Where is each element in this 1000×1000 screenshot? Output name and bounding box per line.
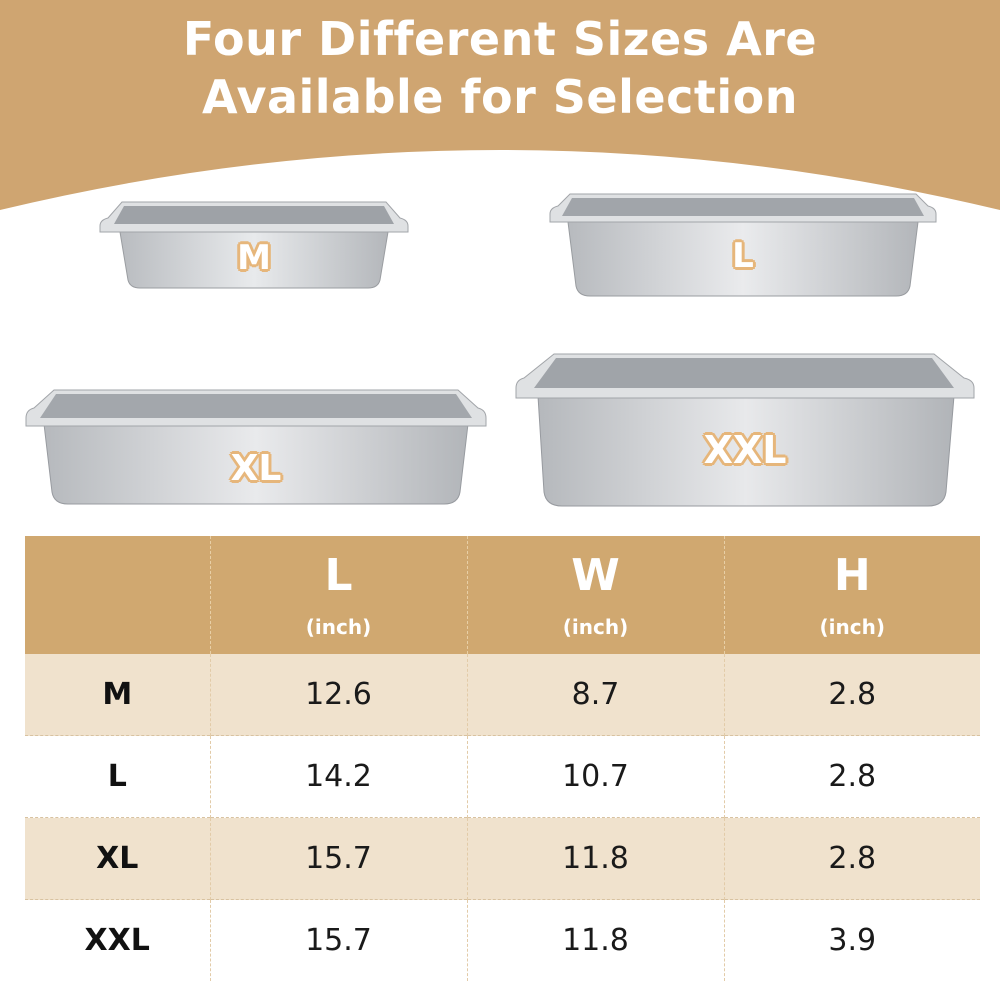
pan-l-image: L [548,192,938,298]
table-row: XL 15.7 11.8 2.8 [25,817,980,900]
header-banner [0,0,1000,210]
header-height-letter: H [833,550,871,601]
header-height-unit: (inch) [819,615,885,639]
row-size-xxl: XXL [25,899,210,981]
size-table: L (inch) W (inch) H (inch) M 12.6 8.7 2.… [25,536,980,981]
cell-height: 3.9 [723,899,980,981]
pan-xl-label: XL [230,448,282,489]
header-width: W (inch) [466,536,724,654]
header-length-letter: L [324,550,353,601]
header-length: L (inch) [209,536,467,654]
cell-height: 2.8 [723,735,980,818]
table-row: L 14.2 10.7 2.8 [25,735,980,818]
pan-l-label: L [732,236,754,276]
row-size-l: L [25,735,210,818]
header-length-unit: (inch) [305,615,372,639]
pan-m-label: M [237,238,271,278]
header-width-unit: (inch) [562,615,629,639]
cell-width: 8.7 [466,654,724,736]
header-width-letter: W [571,550,620,601]
header-height: H (inch) [723,536,980,654]
table-header-row: L (inch) W (inch) H (inch) [25,536,980,654]
cell-width: 11.8 [466,817,724,900]
cell-height: 2.8 [723,817,980,900]
cell-length: 15.7 [209,817,467,900]
pan-xxl-image: XXL [514,352,976,508]
cell-width: 10.7 [466,735,724,818]
headline-line-2: Available for Selection [202,70,798,124]
pan-xxl-label: XXL [703,428,787,472]
table-row: M 12.6 8.7 2.8 [25,654,980,736]
row-size-m: M [25,654,210,736]
header-corner-cell [25,536,210,654]
headline-line-1: Four Different Sizes Are [182,12,818,66]
cell-width: 11.8 [466,899,724,981]
pan-m-image: M [98,198,410,290]
cell-length: 15.7 [209,899,467,981]
pan-xl-image: XL [24,388,488,506]
row-size-xl: XL [25,817,210,900]
cell-length: 14.2 [209,735,467,818]
cell-height: 2.8 [723,654,980,736]
cell-length: 12.6 [209,654,467,736]
table-row: XXL 15.7 11.8 3.9 [25,899,980,981]
